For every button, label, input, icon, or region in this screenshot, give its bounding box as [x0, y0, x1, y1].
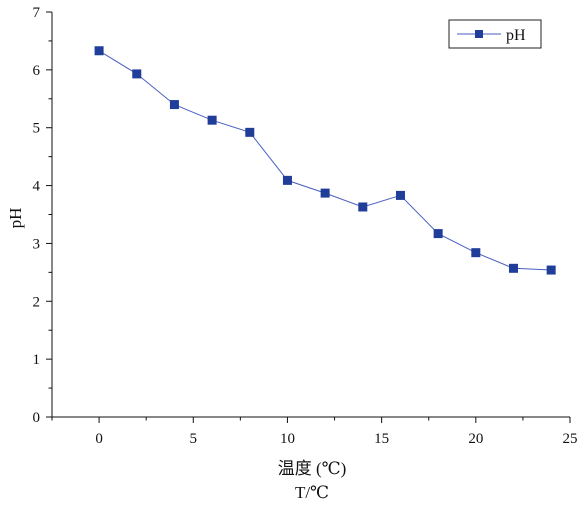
- y-tick-label: 6: [33, 63, 41, 79]
- data-point: [245, 127, 255, 137]
- y-axis-title: pH: [6, 208, 25, 229]
- x-tick-label: 15: [374, 431, 389, 447]
- data-point: [207, 115, 217, 125]
- y-tick-label: 2: [33, 294, 41, 310]
- axes: [51, 12, 570, 418]
- series-line: [98, 50, 552, 271]
- y-tick-label: 0: [33, 410, 41, 426]
- y-tick-label: 7: [33, 5, 41, 21]
- data-point: [395, 190, 405, 200]
- data-point: [320, 188, 330, 198]
- legend-label: pH: [506, 27, 526, 44]
- y-tick-label: 4: [33, 179, 41, 195]
- legend-marker: [475, 30, 483, 38]
- x-tick-label: 5: [190, 431, 198, 447]
- x-tick-label: 0: [95, 431, 103, 447]
- ticks: 0 5 10 15 20 25 0 1 2 3 4 5 6 7: [33, 5, 578, 447]
- x-axis-subtitle: T/℃: [295, 483, 329, 502]
- data-point: [508, 263, 518, 273]
- data-point: [433, 229, 443, 239]
- data-point: [546, 265, 556, 275]
- y-tick-label: 5: [33, 121, 41, 137]
- legend: pH: [448, 19, 542, 49]
- data-point: [471, 248, 481, 258]
- series-pH: [94, 46, 556, 275]
- x-tick-label: 20: [468, 431, 483, 447]
- y-tick-label: 1: [33, 352, 41, 368]
- y-tick-label: 3: [33, 236, 41, 252]
- data-point: [132, 69, 142, 79]
- data-point: [169, 100, 179, 110]
- x-tick-label: 25: [563, 431, 578, 447]
- data-point: [94, 46, 104, 56]
- x-axis-title: 温度 (℃): [278, 459, 347, 478]
- x-tick-label: 10: [280, 431, 295, 447]
- data-point: [358, 202, 368, 212]
- data-point: [282, 175, 292, 185]
